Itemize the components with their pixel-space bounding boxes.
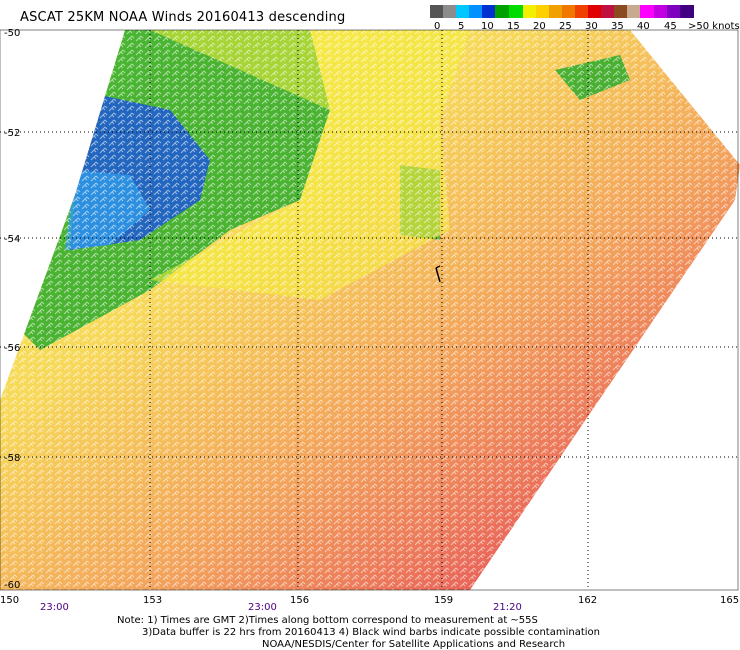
note-line-2: 3)Data buffer is 22 hrs from 20160413 4)…	[142, 627, 600, 638]
legend-swatch-1	[443, 5, 456, 18]
lat-tick: -52	[4, 128, 20, 139]
legend-label: 40	[637, 21, 650, 32]
note-line-1: Note: 1) Times are GMT 2)Times along bot…	[117, 615, 538, 626]
lat-tick: -58	[4, 453, 20, 464]
legend-label: >50 knots	[688, 21, 740, 32]
lon-tick: 165	[720, 595, 739, 606]
map-title: ASCAT 25KM NOAA Winds 20160413 descendin…	[20, 10, 346, 25]
lon-tick: 162	[578, 595, 597, 606]
lat-lon-grid	[0, 30, 738, 590]
legend-swatch-13	[601, 5, 614, 18]
legend-swatch-16	[640, 5, 654, 18]
map-frame	[0, 29, 739, 591]
legend-label: 45	[664, 21, 677, 32]
legend-swatch-4	[482, 5, 495, 18]
legend-swatch-14	[614, 5, 627, 18]
note-line-3: NOAA/NESDIS/Center for Satellite Applica…	[262, 639, 566, 650]
legend-swatch-15	[627, 5, 640, 18]
lon-tick: 150	[0, 595, 19, 606]
legend-swatch-8	[536, 5, 549, 18]
legend-swatch-11	[575, 5, 588, 18]
lat-tick: -56	[4, 343, 20, 354]
legend-label: 0	[434, 21, 441, 32]
lat-tick: -50	[4, 28, 20, 39]
lon-tick: 153	[143, 595, 162, 606]
legend-swatch-2	[456, 5, 469, 18]
legend-label: 30	[585, 21, 598, 32]
lon-tick: 159	[434, 595, 453, 606]
time-label: 21:20	[493, 602, 522, 613]
legend-swatch-6	[509, 5, 523, 18]
legend-swatch-12	[588, 5, 601, 18]
legend-swatch-18	[667, 5, 680, 18]
time-label: 23:00	[40, 602, 69, 613]
legend-swatch-19	[680, 5, 694, 18]
legend-swatch-0	[430, 5, 443, 18]
legend-swatch-9	[549, 5, 562, 18]
legend-label: 20	[533, 21, 546, 32]
legend-swatch-10	[562, 5, 575, 18]
legend-swatch-5	[495, 5, 509, 18]
legend-label: 25	[559, 21, 572, 32]
time-label: 23:00	[248, 602, 277, 613]
legend-label: 5	[458, 21, 465, 32]
contamination-barb	[435, 265, 441, 283]
wind-speed-legend: 0 5 10 15 20 25 30 35 40 45 >50 knots	[420, 5, 740, 35]
legend-swatch-17	[654, 5, 667, 18]
legend-swatch-3	[469, 5, 482, 18]
legend-label: 10	[481, 21, 494, 32]
lat-tick: -60	[4, 580, 20, 591]
legend-label: 15	[507, 21, 520, 32]
legend-swatch-7	[523, 5, 536, 18]
lat-tick: -54	[4, 234, 20, 245]
legend-label: 35	[611, 21, 624, 32]
lon-tick: 156	[290, 595, 309, 606]
